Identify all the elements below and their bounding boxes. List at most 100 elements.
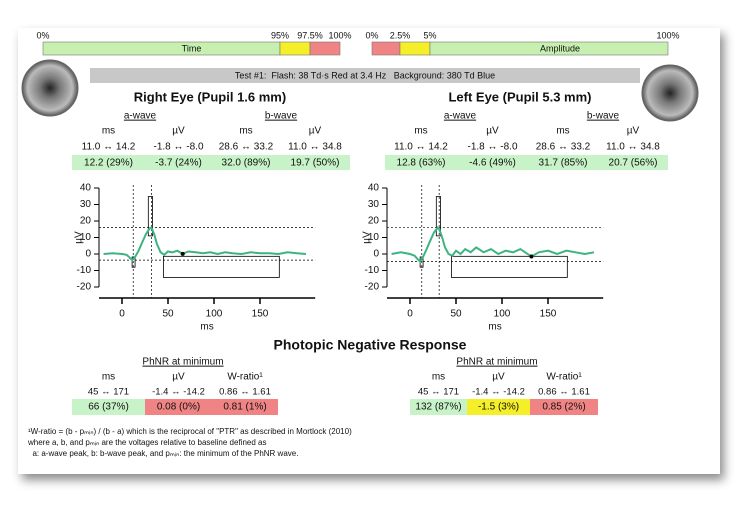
unit: ms xyxy=(432,372,445,383)
scale-label: Time xyxy=(182,43,202,53)
range: 28.6 ↔ 33.2 xyxy=(219,142,274,153)
result: 0.81 (1%) xyxy=(223,402,266,413)
scale-segment xyxy=(371,41,401,56)
range: 28.6 ↔ 33.2 xyxy=(536,142,591,153)
result: -1.5 (3%) xyxy=(478,402,519,413)
unit: W-ratio¹ xyxy=(227,372,263,383)
y-tick-label: 10 xyxy=(368,232,380,243)
scale-tick-label: 100% xyxy=(656,30,679,40)
footnote: ¹W-ratio = (b - pₘᵢₙ) / (b - a) which is… xyxy=(28,427,352,436)
scale-tick-label: 97.5% xyxy=(297,30,323,40)
unit: µV xyxy=(172,126,185,137)
scale-tick-label: 2.5% xyxy=(390,30,411,40)
result: 12.8 (63%) xyxy=(397,158,446,169)
result: -4.6 (49%) xyxy=(469,158,516,169)
range: 45 ↔ 171 xyxy=(88,387,129,398)
result: 66 (37%) xyxy=(88,402,129,413)
y-axis-label: µV xyxy=(362,231,373,244)
y-tick-label: 40 xyxy=(80,183,92,194)
range: -1.4 ↔ -14.2 xyxy=(152,387,205,398)
scale-segment xyxy=(399,41,431,56)
scale-segment xyxy=(279,41,311,56)
unit: µV xyxy=(309,126,322,137)
x-tick-label: 150 xyxy=(540,309,557,320)
unit: ms xyxy=(239,126,252,137)
range: 11.0 ↔ 34.8 xyxy=(606,142,660,153)
phnr-range xyxy=(162,255,280,278)
result: 31.7 (85%) xyxy=(539,158,588,169)
result-cell xyxy=(72,155,145,170)
unit: ms xyxy=(414,126,427,137)
x-tick-label: 50 xyxy=(450,309,462,320)
result-cell xyxy=(530,399,598,415)
y-tick-label: 20 xyxy=(368,216,380,227)
y-tick-label: -20 xyxy=(77,282,92,293)
range: 11.0 ↔ 14.2 xyxy=(394,142,448,153)
result-cell xyxy=(385,155,457,170)
result: 12.2 (29%) xyxy=(84,158,133,169)
x-axis-label: ms xyxy=(200,322,213,333)
result: -3.7 (24%) xyxy=(155,158,202,169)
result: 132 (87%) xyxy=(415,402,461,413)
y-tick-label: 30 xyxy=(368,199,380,210)
y-tick-label: -10 xyxy=(77,265,92,276)
test-band xyxy=(90,68,640,83)
x-tick-label: 150 xyxy=(252,309,269,320)
x-tick-label: 100 xyxy=(206,309,223,320)
y-tick-label: 0 xyxy=(85,249,91,260)
phnr-range xyxy=(450,255,568,278)
result-cell xyxy=(145,399,212,415)
result-cell xyxy=(145,155,212,170)
wave-label: b-wave xyxy=(587,111,620,122)
unit: ms xyxy=(556,126,569,137)
x-tick-label: 50 xyxy=(162,309,174,320)
scale-tick-label: 100% xyxy=(328,30,351,40)
footnote: where a, b, and pₘᵢₙ are the voltages re… xyxy=(27,438,266,447)
a-wave-range xyxy=(131,256,136,268)
b-wave-range xyxy=(147,196,153,237)
range: 0.86 ↔ 1.61 xyxy=(219,387,271,398)
wave-label: a-wave xyxy=(444,111,477,122)
y-axis-label: µV xyxy=(74,231,85,244)
scale-segment xyxy=(309,41,341,56)
result: 0.08 (0%) xyxy=(157,402,200,413)
result: 0.85 (2%) xyxy=(542,402,585,413)
scale-segment xyxy=(42,41,281,56)
range: -1.4 ↔ -14.2 xyxy=(472,387,525,398)
unit: µV xyxy=(486,126,499,137)
result-cell xyxy=(528,155,598,170)
result: 19.7 (50%) xyxy=(291,158,340,169)
phnr-table-title: PhNR at minimum xyxy=(142,357,223,368)
result-cell xyxy=(212,399,278,415)
result-cell xyxy=(598,155,668,170)
y-tick-label: 10 xyxy=(80,232,92,243)
y-tick-label: -20 xyxy=(365,282,380,293)
eye-title: Right Eye (Pupil 1.6 mm) xyxy=(134,89,286,104)
y-tick-label: -10 xyxy=(365,265,380,276)
wave-label: a-wave xyxy=(124,111,157,122)
scale-tick-label: 5% xyxy=(423,30,436,40)
scale-segment xyxy=(429,41,669,56)
x-tick-label: 0 xyxy=(407,309,413,320)
x-tick-label: 0 xyxy=(119,309,125,320)
scale-label: Amplitude xyxy=(540,43,580,53)
result-cell xyxy=(212,155,280,170)
result: 32.0 (89%) xyxy=(222,158,271,169)
footnote: a: a-wave peak, b: b-wave peak, and pₘᵢₙ… xyxy=(28,449,298,458)
unit: W-ratio¹ xyxy=(546,372,582,383)
y-tick-label: 0 xyxy=(373,249,379,260)
y-tick-label: 30 xyxy=(80,199,92,210)
x-axis-label: ms xyxy=(488,322,501,333)
unit: ms xyxy=(102,126,115,137)
range: 11.0 ↔ 14.2 xyxy=(82,142,136,153)
x-tick-label: 100 xyxy=(494,309,511,320)
wave-label: b-wave xyxy=(265,111,298,122)
result-cell xyxy=(467,399,530,415)
phnr-title: Photopic Negative Response xyxy=(274,337,467,353)
scale-tick-label: 0% xyxy=(36,30,49,40)
result-cell xyxy=(72,399,145,415)
eye-image xyxy=(641,64,699,122)
unit: ms xyxy=(102,372,115,383)
range: 45 ↔ 171 xyxy=(418,387,459,398)
